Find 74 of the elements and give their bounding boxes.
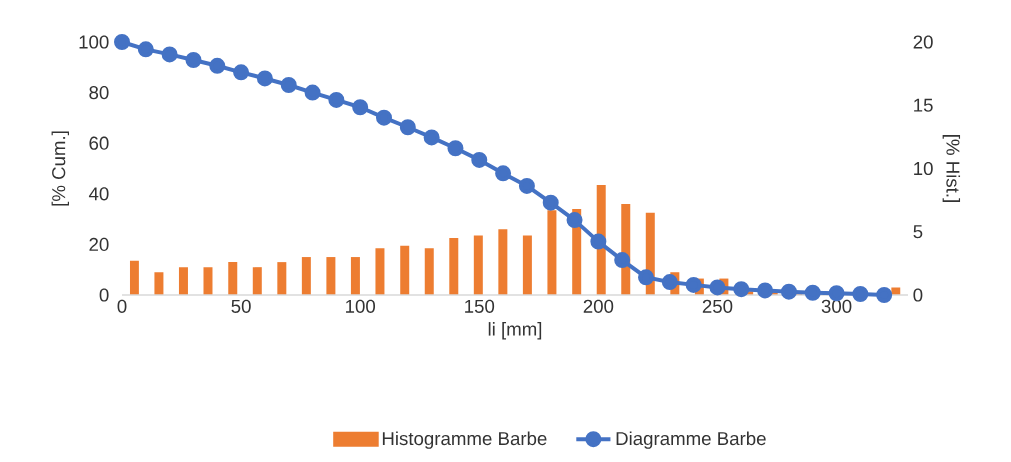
point — [185, 51, 202, 68]
point — [638, 269, 654, 286]
y2-tick-label: 0 — [913, 288, 923, 302]
legend-label: Diagramme Barbe — [616, 431, 766, 449]
point — [447, 140, 464, 157]
x-tick-label: 300 — [821, 299, 852, 313]
bar — [350, 257, 360, 295]
point — [614, 252, 631, 269]
x-tick-label: 150 — [465, 299, 495, 313]
bar — [891, 287, 901, 295]
point — [352, 99, 369, 116]
bar — [449, 238, 459, 295]
bar — [473, 235, 483, 295]
point — [423, 129, 440, 146]
x-tick-label: 200 — [583, 299, 614, 313]
y2-tick-label: 5 — [913, 225, 923, 239]
y2-axis-title: [% Hist.] — [942, 135, 961, 202]
point — [709, 279, 726, 296]
x-axis-title: li [mm] — [488, 322, 542, 340]
point — [852, 285, 869, 302]
bar — [498, 229, 508, 295]
bar — [301, 257, 311, 295]
point — [304, 84, 321, 101]
bar — [203, 267, 213, 295]
point — [804, 284, 821, 301]
bar — [252, 267, 262, 295]
bar — [178, 267, 188, 295]
point — [280, 77, 297, 94]
y2-tick-label: 10 — [914, 161, 933, 176]
bar — [424, 248, 434, 295]
x-tick-label: 250 — [702, 299, 733, 313]
point — [566, 212, 583, 229]
bar — [547, 210, 557, 295]
x-tick-label: 100 — [346, 299, 376, 313]
point — [757, 282, 774, 299]
y-axis-title: [% Cum.] — [51, 131, 69, 206]
point — [876, 287, 893, 304]
point — [471, 151, 488, 168]
y-tick-label: 100 — [79, 35, 109, 49]
bar — [326, 257, 336, 295]
point — [137, 41, 154, 58]
point — [590, 233, 607, 250]
y-tick-label: 20 — [89, 237, 109, 252]
bar — [277, 262, 287, 295]
bar — [375, 248, 385, 295]
bar — [129, 260, 139, 295]
point — [685, 276, 702, 293]
point — [161, 46, 178, 63]
y2-tick-label: 15 — [914, 98, 933, 112]
point — [399, 119, 416, 136]
y-tick-label: 60 — [89, 136, 109, 150]
y-tick-label: 80 — [89, 85, 109, 100]
point — [542, 194, 559, 211]
point — [661, 274, 678, 291]
x-tick-label: 50 — [231, 299, 251, 313]
x-tick-label: 0 — [117, 299, 127, 313]
point — [256, 70, 273, 87]
y-tick-label: 40 — [88, 187, 109, 201]
point — [233, 64, 250, 81]
bar — [400, 245, 410, 295]
bar — [228, 262, 238, 295]
point — [733, 281, 750, 298]
point — [114, 34, 130, 51]
point — [328, 91, 345, 108]
y2-tick-label: 20 — [913, 35, 933, 49]
bar — [522, 235, 532, 295]
point — [495, 165, 512, 182]
point — [376, 109, 392, 126]
y-tick-label: 0 — [99, 288, 109, 302]
point — [780, 283, 797, 300]
point — [209, 57, 226, 74]
legend-label: Histogramme Barbe — [382, 431, 547, 449]
bar — [154, 272, 164, 295]
point — [518, 177, 535, 194]
